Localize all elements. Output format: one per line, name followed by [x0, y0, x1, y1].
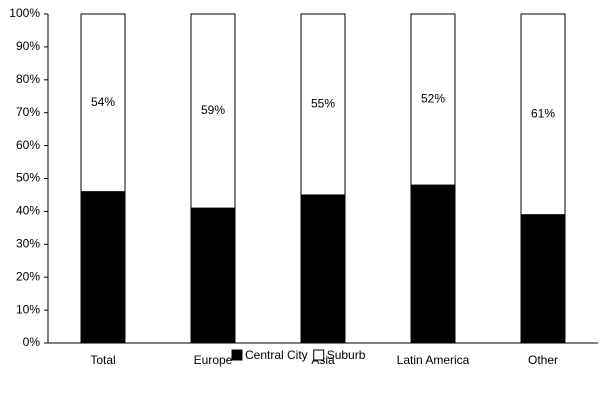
- bar-segment: [300, 13, 346, 196]
- y-tick-label: 90%: [16, 39, 40, 53]
- bar-segment: [520, 13, 566, 216]
- x-tick-label: Other: [528, 353, 558, 367]
- y-tick-label: 60%: [16, 138, 40, 152]
- bar-segment: [520, 214, 566, 344]
- y-tick-label: 40%: [16, 204, 40, 218]
- legend-swatch: [231, 349, 243, 361]
- y-tick-label: 10%: [16, 302, 40, 316]
- x-tick-label: Total: [90, 353, 115, 367]
- bar-segment: [410, 184, 456, 344]
- legend-label: Central City: [245, 348, 308, 362]
- data-label: 54%: [91, 95, 115, 109]
- bar-segment: [410, 13, 456, 186]
- y-tick-label: 50%: [16, 171, 40, 185]
- y-tick-label: 100%: [9, 6, 40, 20]
- data-label: 59%: [201, 103, 225, 117]
- x-tick-label: Europe: [194, 353, 233, 367]
- bar-segment: [80, 13, 126, 193]
- data-label: 61%: [531, 107, 555, 121]
- y-tick-label: 20%: [16, 269, 40, 283]
- y-tick-label: 80%: [16, 72, 40, 86]
- legend-swatch: [313, 349, 325, 361]
- bar-segment: [190, 207, 236, 344]
- legend-label: Suburb: [327, 348, 366, 362]
- bar-segment: [190, 13, 236, 209]
- y-tick-label: 30%: [16, 236, 40, 250]
- bar-segment: [80, 191, 126, 344]
- y-tick-label: 0%: [23, 335, 41, 349]
- y-tick-label: 70%: [16, 105, 40, 119]
- x-tick-label: Latin America: [397, 353, 470, 367]
- data-label: 55%: [311, 97, 335, 111]
- data-label: 52%: [421, 92, 445, 106]
- bar-segment: [300, 194, 346, 344]
